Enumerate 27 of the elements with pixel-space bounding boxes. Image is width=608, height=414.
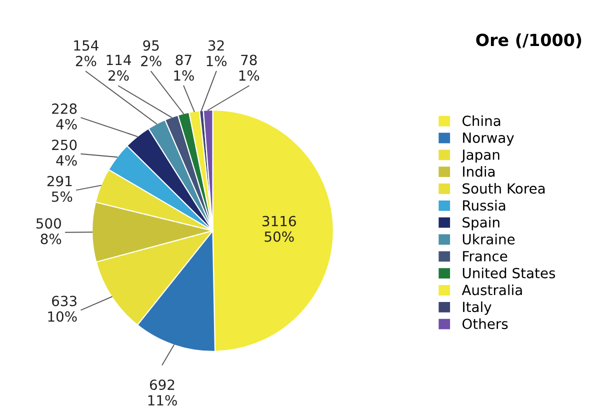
- data-label: 692 11%: [148, 380, 177, 406]
- legend-label: Spain: [462, 216, 500, 230]
- legend-label: South Korea: [462, 183, 545, 194]
- data-label: 250 4%: [52, 140, 77, 166]
- data-label: 633 10%: [48, 296, 77, 322]
- data-label: 500 8%: [36, 218, 62, 244]
- data-label: 228 4%: [52, 103, 77, 130]
- legend-label: Italy: [463, 301, 492, 315]
- legend-label: Russia: [463, 200, 506, 211]
- data-label: 291 5%: [47, 176, 72, 202]
- legend-label: Australia: [462, 284, 522, 296]
- data-label: 87 1%: [174, 54, 194, 81]
- data-label: 154 2%: [74, 40, 98, 66]
- chart-title: Ore (/1000): [476, 33, 582, 48]
- legend-label: Japan: [460, 150, 500, 163]
- data-label: 95 2%: [141, 40, 162, 66]
- data-label: 3116 50%: [262, 216, 296, 242]
- legend-label: Ukraine: [462, 234, 515, 245]
- data-label: 78 1%: [239, 54, 260, 81]
- legend-label: France: [463, 251, 508, 262]
- legend-label: China: [462, 115, 500, 126]
- legend-label: United States: [462, 268, 556, 278]
- data-label: 32 1%: [206, 40, 227, 66]
- legend-label: India: [463, 166, 495, 177]
- legend-label: Others: [462, 318, 508, 330]
- legend-label: Norway: [463, 132, 514, 146]
- data-label: 114 2%: [106, 54, 131, 81]
